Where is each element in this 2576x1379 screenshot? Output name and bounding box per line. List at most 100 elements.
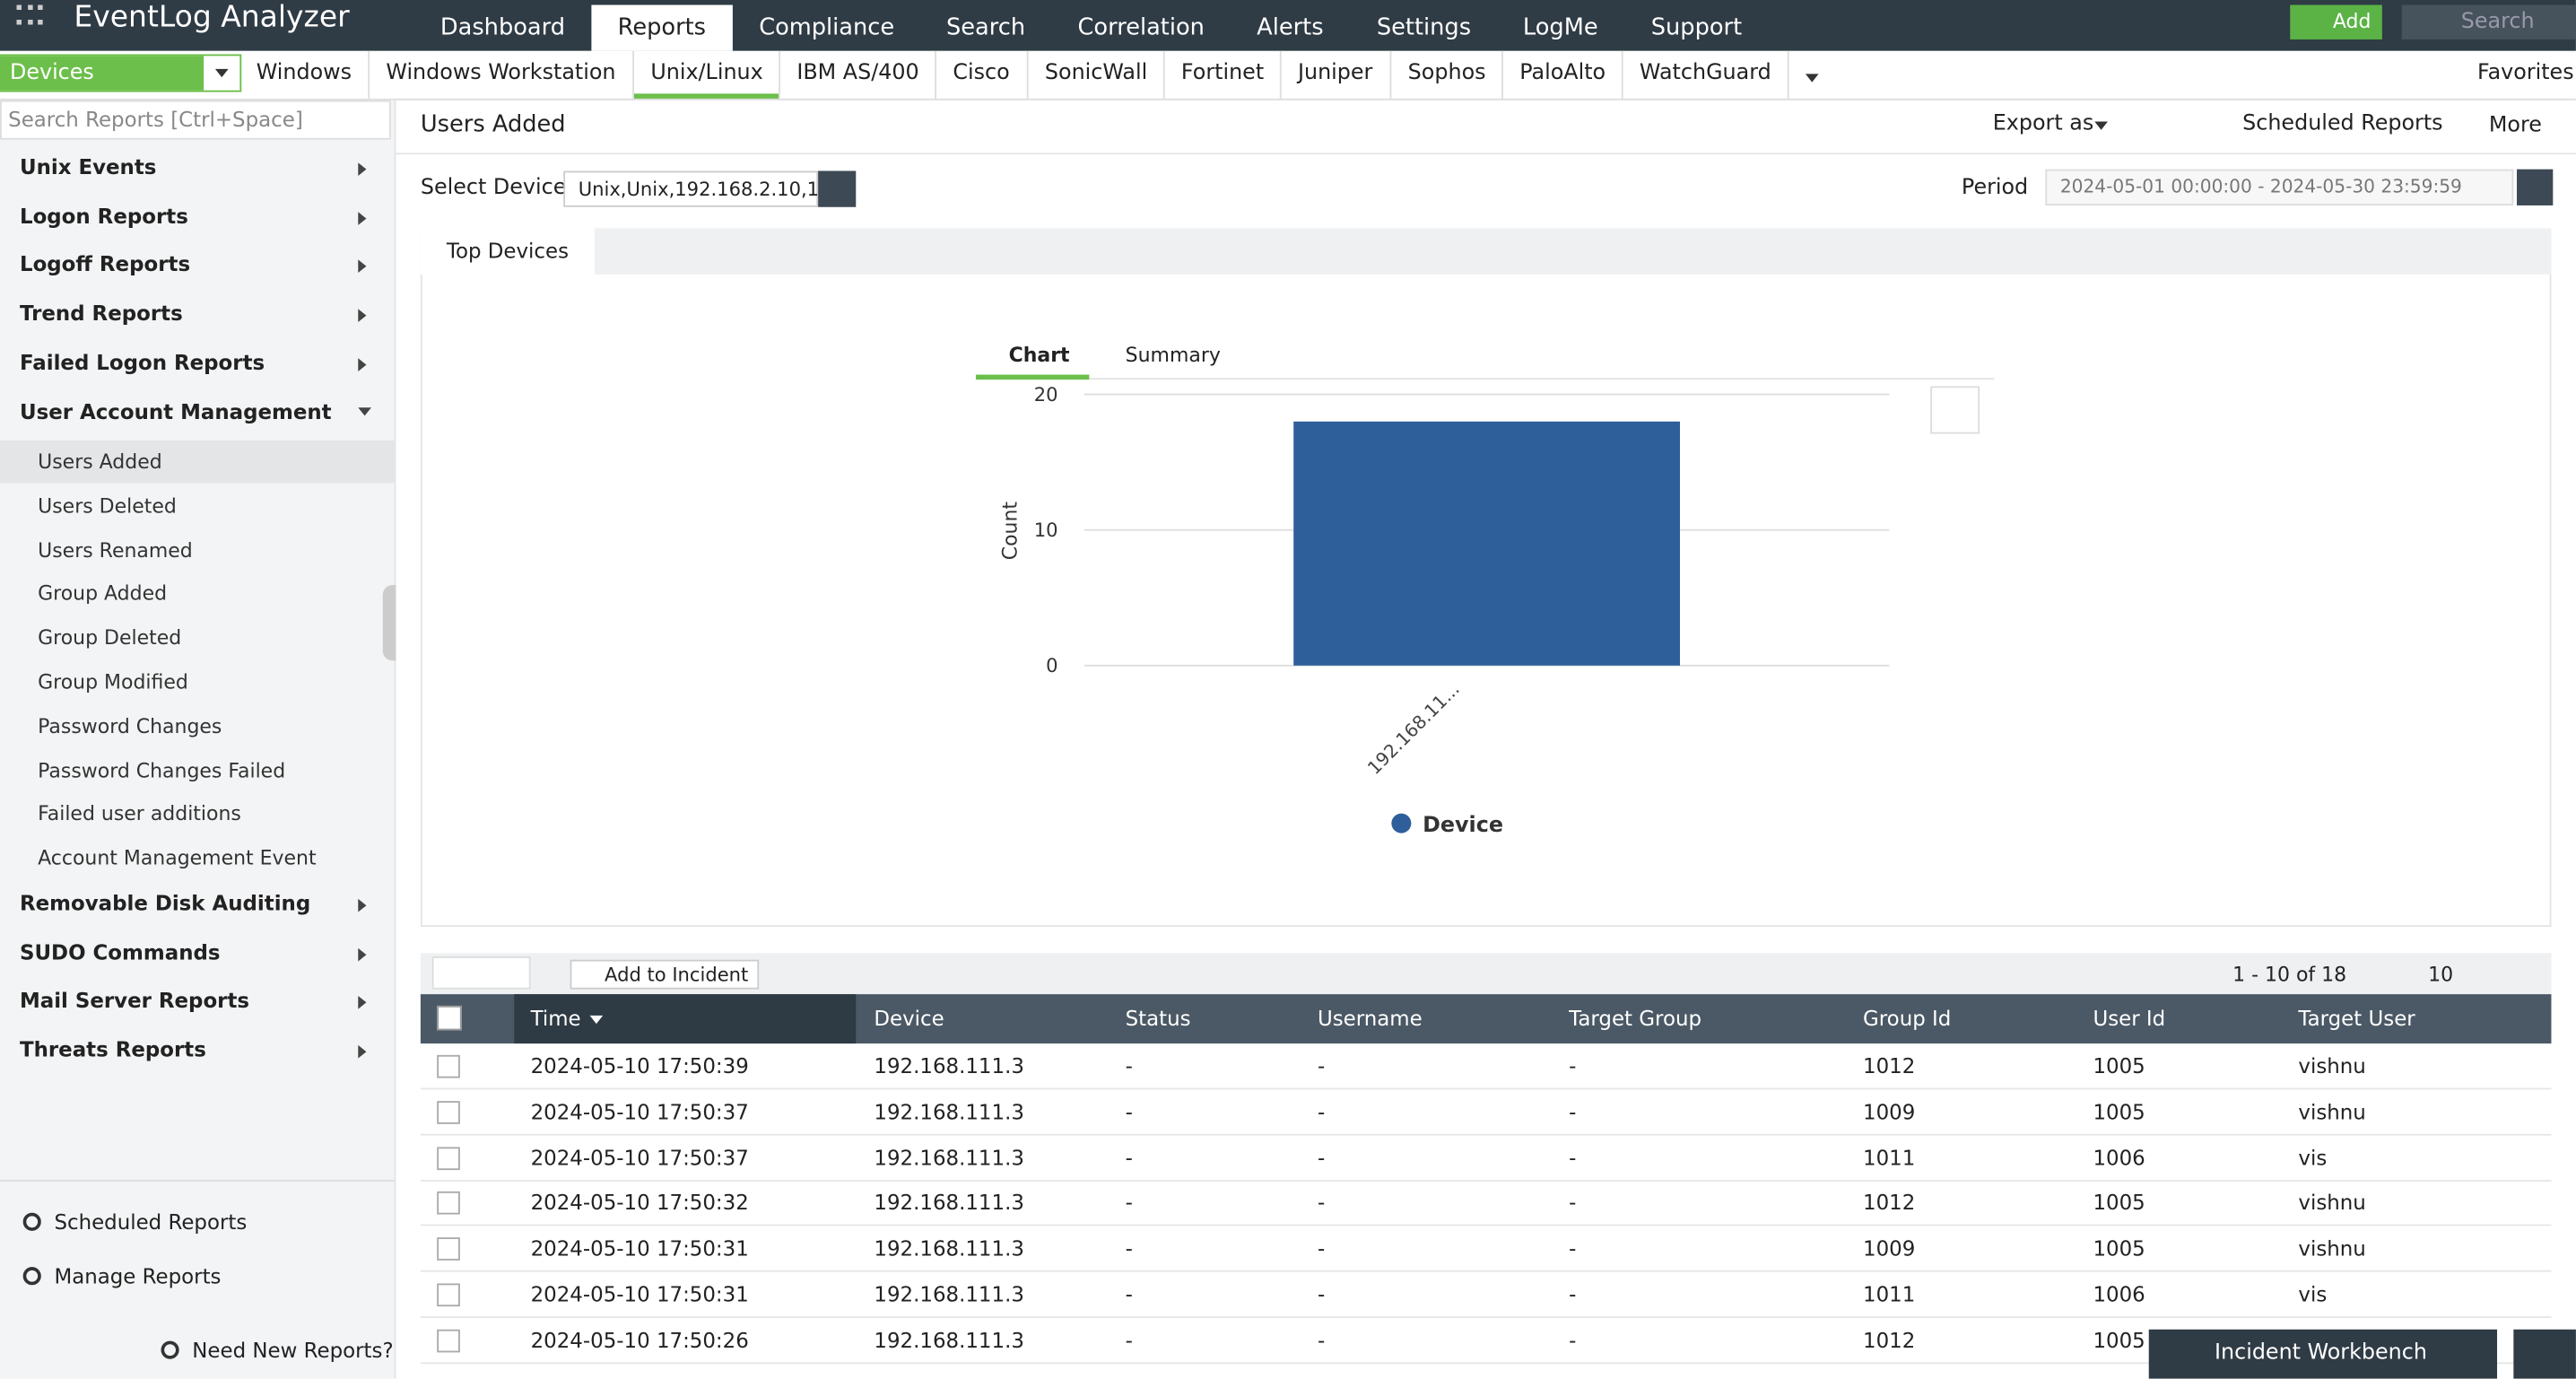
report-group[interactable]: Logoff Reports xyxy=(19,251,191,277)
nav-tab[interactable]: Correlation xyxy=(1077,14,1205,41)
nav-tab[interactable]: LogMe xyxy=(1522,14,1598,41)
workbench[interactable]: Incident Workbench xyxy=(2148,1329,2498,1379)
report-item[interactable]: Password Changes Failed xyxy=(38,758,286,782)
table-toolbar xyxy=(420,953,2552,995)
device-input[interactable]: Unix,Unix,192.168.2.10,1 ... xyxy=(563,170,843,207)
column-header[interactable]: Target Group xyxy=(1569,1005,1701,1031)
report-item[interactable]: Group Deleted xyxy=(38,626,182,650)
device-tab[interactable]: PaloAlto xyxy=(1503,50,1624,99)
scheduled[interactable]: Scheduled Reports xyxy=(2242,111,2443,137)
devices-select[interactable]: Devices xyxy=(0,54,242,92)
row-checkbox[interactable] xyxy=(437,1283,460,1307)
report-group[interactable]: Logon Reports xyxy=(19,203,188,229)
report-item[interactable]: Password Changes xyxy=(38,714,222,738)
row-checkbox[interactable] xyxy=(437,1146,460,1170)
cell: - xyxy=(1317,1190,1326,1216)
favorites[interactable]: Favorites xyxy=(2477,60,2574,86)
report-item[interactable]: Group Modified xyxy=(38,670,188,694)
report-item[interactable]: Group Added xyxy=(38,582,168,606)
cell: 192.168.111.3 xyxy=(874,1327,1024,1353)
report-item[interactable]: Users Added xyxy=(38,449,162,474)
nav-tab[interactable]: Reports xyxy=(591,4,733,51)
device-tab[interactable]: WatchGuard xyxy=(1623,50,1789,99)
more[interactable]: More xyxy=(2488,113,2542,138)
cell: 192.168.111.3 xyxy=(874,1281,1024,1307)
nav-tab[interactable]: Settings xyxy=(1376,14,1472,41)
cell: 192.168.111.3 xyxy=(874,1053,1024,1078)
report-group[interactable]: Failed Logon Reports xyxy=(19,349,265,375)
report-group[interactable]: Unix Events xyxy=(19,154,157,179)
cell: vishnu xyxy=(2298,1053,2366,1078)
add-incident[interactable]: Add to Incident xyxy=(570,959,759,990)
cell: - xyxy=(1317,1053,1326,1078)
column-header[interactable]: User Id xyxy=(2093,1005,2166,1031)
header-divider xyxy=(396,153,2576,155)
chart-tab[interactable]: Chart xyxy=(1008,343,1070,367)
page-size[interactable]: 10 xyxy=(2428,963,2454,986)
column-header[interactable]: Target User xyxy=(2298,1005,2415,1031)
add-device[interactable] xyxy=(818,170,857,207)
report-item[interactable]: Users Renamed xyxy=(38,538,193,562)
chart-menu[interactable] xyxy=(1930,386,1980,434)
export[interactable]: Export as xyxy=(1992,111,2094,137)
collapse-handle xyxy=(382,585,396,661)
add-button[interactable]: Add xyxy=(2290,4,2382,39)
sidebar-link[interactable]: Need New Reports? xyxy=(192,1337,394,1363)
cell: - xyxy=(1317,1235,1326,1261)
header-checkbox[interactable] xyxy=(437,1005,462,1031)
column-header[interactable]: Time xyxy=(530,1005,581,1031)
cell: vishnu xyxy=(2298,1190,2366,1216)
row-checkbox[interactable] xyxy=(437,1054,460,1078)
row-checkbox[interactable] xyxy=(437,1100,460,1124)
sidebar-link[interactable]: Manage Reports xyxy=(54,1263,222,1288)
device-tab[interactable]: Fortinet xyxy=(1165,50,1283,99)
column-header[interactable]: Status xyxy=(1125,1005,1191,1031)
label: Period xyxy=(1961,175,2029,201)
nav-tab[interactable]: Alerts xyxy=(1257,14,1324,41)
report-item[interactable]: Failed user additions xyxy=(38,802,241,826)
report-item[interactable]: Users Deleted xyxy=(38,493,177,518)
cell: 1005 xyxy=(2093,1235,2145,1261)
row-checkbox[interactable] xyxy=(437,1191,460,1216)
device-tab[interactable]: Unix/Linux xyxy=(634,50,781,99)
nav-tab[interactable]: Dashboard xyxy=(439,14,566,41)
device-tab[interactable]: Windows xyxy=(239,50,370,99)
calendar-button[interactable] xyxy=(2517,169,2554,205)
table-row xyxy=(420,1135,2552,1182)
apps-icon xyxy=(16,4,43,25)
cell: 1006 xyxy=(2093,1144,2145,1170)
device-tab[interactable]: SonicWall xyxy=(1029,50,1166,99)
device-tab[interactable]: IBM AS/400 xyxy=(780,50,937,99)
device-tab[interactable]: Sophos xyxy=(1391,50,1504,99)
column-header[interactable]: Group Id xyxy=(1863,1005,1952,1031)
panel-tab[interactable]: Top Devices xyxy=(420,228,596,275)
sidebar-link[interactable]: Scheduled Reports xyxy=(54,1209,248,1235)
table-row xyxy=(420,1318,2552,1364)
report-group[interactable]: Removable Disk Auditing xyxy=(19,890,311,916)
report-group[interactable]: Trend Reports xyxy=(19,301,183,326)
chat-button[interactable] xyxy=(2513,1329,2576,1379)
report-group[interactable]: Threats Reports xyxy=(19,1036,206,1062)
global-search[interactable]: Search xyxy=(2401,4,2576,39)
nav-tab[interactable]: Support xyxy=(1650,14,1743,41)
row-checkbox[interactable] xyxy=(437,1329,460,1353)
column-header[interactable]: Device xyxy=(874,1005,944,1031)
report-group[interactable]: Mail Server Reports xyxy=(19,988,250,1013)
report-group[interactable]: SUDO Commands xyxy=(19,939,221,964)
cell: 2024-05-10 17:50:31 xyxy=(530,1281,749,1307)
device-tab[interactable]: Cisco xyxy=(936,50,1028,99)
device-tab[interactable]: Windows Workstation xyxy=(370,50,634,99)
report-item[interactable]: Account Management Event xyxy=(38,846,317,870)
report-search[interactable]: Search Reports [Ctrl+Space] xyxy=(0,100,391,140)
chart-tab[interactable]: Summary xyxy=(1125,343,1221,367)
row-checkbox[interactable] xyxy=(437,1237,460,1261)
view-toggle[interactable] xyxy=(431,956,531,990)
caret xyxy=(358,898,367,912)
period-input[interactable]: 2024-05-01 00:00:00 - 2024-05-30 23:59:5… xyxy=(2045,169,2514,205)
column-header[interactable]: Username xyxy=(1317,1005,1423,1031)
cell: - xyxy=(1569,1053,1577,1078)
report-group[interactable]: User Account Management xyxy=(19,398,332,423)
nav-tab[interactable]: Search xyxy=(946,14,1026,41)
device-tab[interactable]: Juniper xyxy=(1282,50,1391,99)
nav-tab[interactable]: Compliance xyxy=(759,14,895,41)
